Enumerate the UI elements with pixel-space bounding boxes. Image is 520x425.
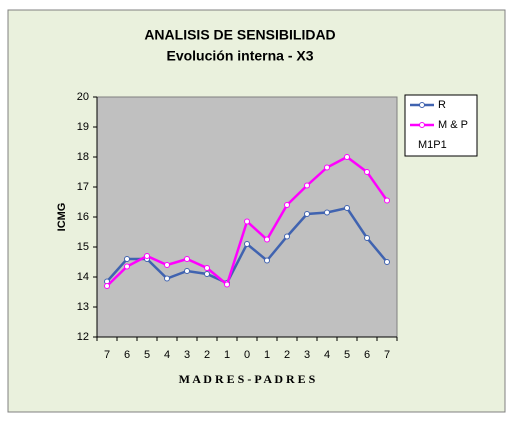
plot-area: [96, 96, 398, 338]
point: [184, 256, 190, 262]
legend-marker: [419, 122, 425, 128]
point: [224, 281, 230, 288]
point: [384, 197, 390, 204]
point: [364, 169, 370, 175]
y-tick-label: 16: [77, 211, 89, 223]
x-tick-label: 5: [344, 349, 350, 361]
point: [304, 211, 310, 217]
legend-label: R: [438, 99, 446, 111]
chart-subtitle: Evolución interna - X3: [166, 48, 313, 64]
point: [364, 235, 370, 241]
x-tick-label: 3: [304, 349, 310, 361]
x-tick-label: 6: [124, 349, 130, 361]
x-tick-label: 7: [104, 349, 110, 361]
point: [324, 209, 330, 216]
x-tick-label: 1: [264, 349, 270, 361]
point: [324, 164, 330, 171]
x-tick-label: 7: [384, 349, 390, 361]
y-tick-label: 12: [77, 331, 89, 343]
x-tick-label: 1: [224, 349, 230, 361]
x-tick-label: 0: [244, 349, 250, 361]
legend-label: M1P1: [418, 139, 447, 151]
y-tick-label: 13: [77, 301, 89, 313]
y-tick-label: 15: [77, 241, 89, 253]
point: [244, 241, 250, 247]
y-axis-label: ICMG: [56, 203, 68, 232]
y-tick-label: 20: [77, 91, 89, 103]
point: [344, 205, 350, 211]
point: [284, 202, 290, 208]
legend-label: M & P: [438, 119, 468, 131]
point: [164, 262, 170, 268]
y-tick-label: 14: [77, 271, 89, 283]
x-axis-label: M A D R E S - P A D R E S: [179, 372, 316, 386]
x-tick-label: 2: [284, 349, 290, 361]
point: [124, 256, 130, 262]
x-tick-label: 4: [164, 349, 170, 361]
point: [304, 182, 310, 189]
point: [124, 263, 130, 270]
x-tick-label: 6: [364, 349, 370, 361]
point: [104, 283, 110, 289]
y-tick-label: 19: [77, 121, 89, 133]
point: [284, 233, 290, 240]
point: [204, 271, 210, 277]
point: [184, 268, 190, 274]
x-tick-label: 2: [204, 349, 210, 361]
x-tick-label: 4: [324, 349, 330, 361]
x-tick-label: 3: [184, 349, 190, 361]
point: [164, 275, 170, 282]
point: [384, 259, 390, 265]
point: [344, 154, 350, 160]
y-tick-label: 18: [77, 151, 89, 163]
point: [244, 218, 250, 225]
point: [204, 265, 210, 271]
y-tick-label: 17: [77, 181, 89, 193]
point: [264, 257, 270, 264]
x-tick-label: 5: [144, 349, 150, 361]
point: [264, 236, 270, 243]
legend-marker: [419, 102, 425, 108]
point: [144, 253, 150, 259]
chart-title: ANALISIS DE SENSIBILIDAD: [144, 27, 335, 43]
